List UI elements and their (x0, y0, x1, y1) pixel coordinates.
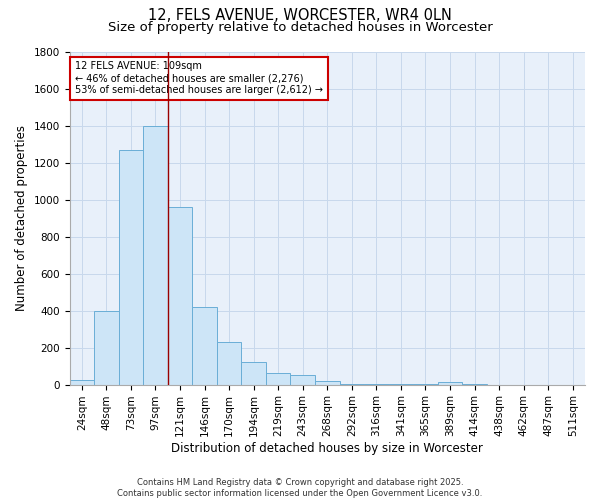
X-axis label: Distribution of detached houses by size in Worcester: Distribution of detached houses by size … (172, 442, 483, 455)
Text: Size of property relative to detached houses in Worcester: Size of property relative to detached ho… (107, 21, 493, 34)
Bar (168, 207, 192, 384)
Bar (241, 362, 266, 384)
Text: Contains HM Land Registry data © Crown copyright and database right 2025.
Contai: Contains HM Land Registry data © Crown c… (118, 478, 482, 498)
Bar (143, 126, 168, 384)
Bar (192, 307, 217, 384)
Bar (217, 342, 241, 384)
Bar (438, 382, 462, 384)
Y-axis label: Number of detached properties: Number of detached properties (15, 125, 28, 311)
Bar (266, 372, 290, 384)
Bar (94, 310, 119, 384)
Bar (315, 382, 340, 384)
Bar (290, 376, 315, 384)
Bar (70, 380, 94, 384)
Text: 12 FELS AVENUE: 109sqm
← 46% of detached houses are smaller (2,276)
53% of semi-: 12 FELS AVENUE: 109sqm ← 46% of detached… (74, 62, 323, 94)
Text: 12, FELS AVENUE, WORCESTER, WR4 0LN: 12, FELS AVENUE, WORCESTER, WR4 0LN (148, 8, 452, 22)
Bar (119, 150, 143, 384)
